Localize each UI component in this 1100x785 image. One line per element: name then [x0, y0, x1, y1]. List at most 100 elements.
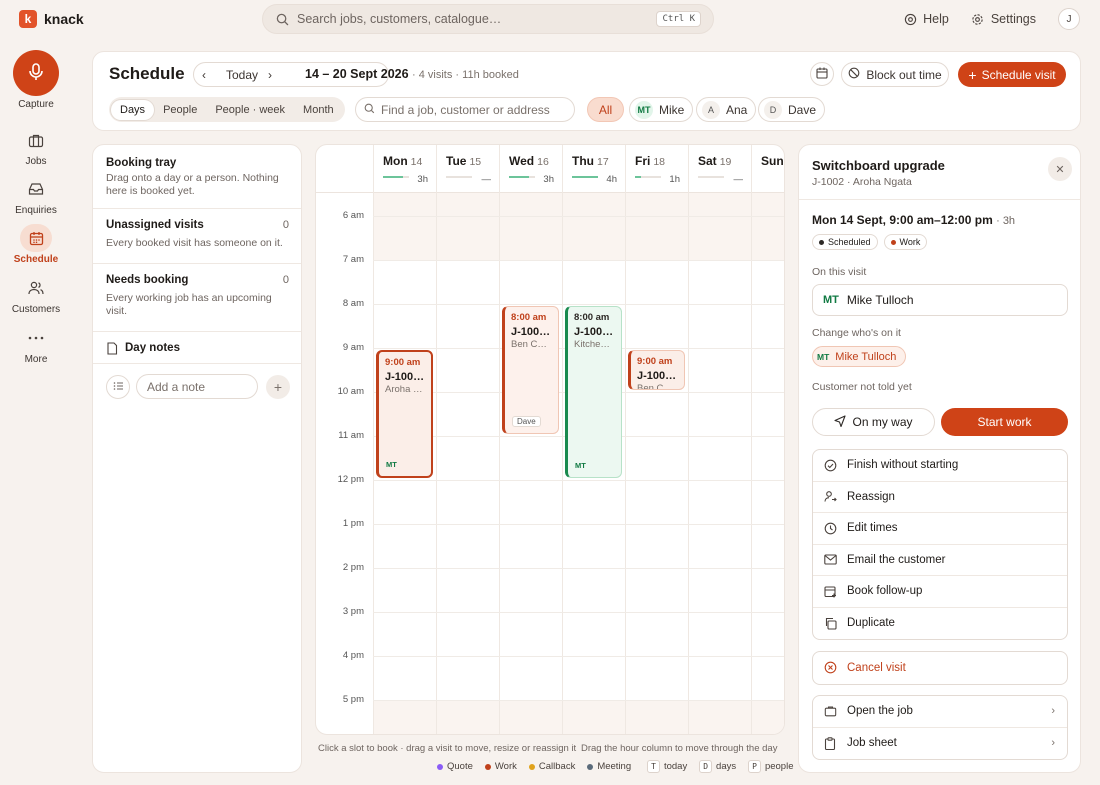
visit-card[interactable]: 8:00 am J-100… Ben Car… Dave [502, 306, 559, 434]
on-my-way-label: On my way [852, 415, 913, 429]
day-number: 16 [537, 156, 549, 168]
scheduled-dot [819, 239, 824, 245]
edit-times-action[interactable]: Edit times [813, 513, 1067, 545]
nav-more[interactable]: More [0, 324, 72, 365]
search-shortcut: Ctrl K [656, 11, 701, 27]
filter-ana-chip[interactable]: A Ana [696, 97, 757, 122]
note-icon [106, 342, 118, 358]
job-sheet-action[interactable]: Job sheet › [813, 728, 1067, 760]
top-bar: k knack Search jobs, customers, catalogu… [0, 0, 1100, 38]
day-header-sat[interactable]: Sat 19— [688, 145, 751, 193]
hour-label: 1 pm [342, 518, 364, 529]
filter-all-chip[interactable]: All [587, 97, 624, 122]
close-button[interactable]: ✕ [1048, 157, 1072, 181]
shortcut-days-key: D [699, 760, 713, 773]
date-range-label: 14 – 20 Sept 2026 [305, 67, 409, 81]
divider [799, 199, 1080, 200]
note-template-button[interactable] [106, 374, 130, 399]
unassigned-section[interactable]: Unassigned visits 0 Every booked visit h… [93, 219, 301, 264]
nav-enquiries[interactable]: Enquiries [0, 175, 72, 216]
calendar-hint-drag: Drag the hour column to move through the… [581, 743, 778, 754]
cancel-visit-action[interactable]: Cancel visit [813, 652, 1067, 684]
prev-week-button[interactable]: ‹ [202, 67, 206, 82]
block-out-label: Block out time [866, 67, 942, 82]
day-load-bar [446, 176, 472, 178]
global-search[interactable]: Search jobs, customers, catalogue… Ctrl … [262, 4, 714, 34]
duplicate-action[interactable]: Duplicate [813, 608, 1067, 640]
day-header-tue[interactable]: Tue 15— [436, 145, 499, 193]
add-note-button[interactable]: + [266, 374, 290, 399]
view-month-tab[interactable]: Month [303, 103, 334, 116]
user-avatar[interactable]: J [1058, 8, 1080, 30]
day-column-wed[interactable] [499, 193, 562, 734]
reassign-action[interactable]: Reassign [813, 482, 1067, 513]
view-people-week-tab[interactable]: People · week [215, 103, 286, 116]
view-switcher: Days People People · week Month [109, 97, 345, 122]
view-people-tab[interactable]: People [163, 103, 198, 116]
day-name-label: Tue [446, 154, 467, 168]
day-name: Wed 16 [509, 154, 549, 168]
nav-schedule[interactable]: Schedule [0, 224, 72, 265]
book-follow-up-action[interactable]: Book follow-up [813, 576, 1067, 608]
calendar-picker-button[interactable] [810, 62, 834, 86]
hour-line [373, 656, 784, 657]
help-link[interactable]: Help [903, 12, 949, 26]
hour-label: 12 pm [337, 474, 364, 485]
nav-jobs[interactable]: Jobs [0, 126, 72, 167]
finish-without-starting-action[interactable]: Finish without starting [813, 450, 1067, 482]
day-column-mon[interactable] [373, 193, 436, 734]
day-booked-hours: — [481, 174, 492, 185]
day-load-fill [509, 176, 529, 178]
visit-time: 9:00 am [385, 357, 421, 368]
left-nav: Capture Jobs Enquiries Schedule Customer… [0, 38, 72, 785]
start-work-button[interactable]: Start work [941, 408, 1068, 436]
day-header-mon[interactable]: Mon 14 3h [373, 145, 436, 193]
find-job-input[interactable]: Find a job, customer or address [355, 97, 575, 122]
visit-card[interactable]: 9:00 am J-100… Ben Car… [628, 350, 685, 390]
day-load-fill [635, 176, 642, 178]
needs-booking-section[interactable]: Needs booking 0 Every working job has an… [93, 274, 301, 332]
day-header-wed[interactable]: Wed 16 3h [499, 145, 562, 193]
visit-card[interactable]: 9:00 am J-100… Aroha N… MT [376, 350, 433, 478]
plus-icon: + [273, 378, 283, 395]
day-column-sun[interactable] [751, 193, 784, 734]
today-button[interactable]: Today [226, 67, 259, 82]
clipboard-icon [823, 736, 837, 750]
schedule-visit-label: Schedule visit [981, 67, 1056, 82]
schedule-visit-button[interactable]: + Schedule visit [958, 62, 1066, 87]
visit-actions: Finish without starting Reassign Edit ti… [812, 449, 1068, 640]
day-name-label: Sat [698, 154, 717, 168]
day-header-sun[interactable]: Sun [751, 145, 784, 193]
day-column-thu[interactable] [562, 193, 625, 734]
email-customer-action[interactable]: Email the customer [813, 545, 1067, 576]
visit-duration: · 3h [996, 215, 1016, 227]
day-column-sat[interactable] [688, 193, 751, 734]
visit-card[interactable]: 8:00 am J-1001… Kitchen … MT [565, 306, 622, 478]
view-days-tab[interactable]: Days [111, 99, 155, 120]
day-booked-hours: 3h [543, 174, 554, 185]
day-header-thu[interactable]: Thu 17 4h [562, 145, 625, 193]
on-my-way-button[interactable]: On my way [812, 408, 935, 436]
day-column-fri[interactable] [625, 193, 688, 734]
hour-label: 9 am [342, 342, 364, 353]
capture-button[interactable] [13, 50, 59, 96]
date-navigator: ‹ Today › [193, 62, 389, 87]
customer-not-told: Customer not told yet [812, 381, 912, 393]
add-note-input[interactable]: Add a note [136, 374, 258, 399]
block-out-time-button[interactable]: Block out time [841, 62, 949, 87]
day-column-tue[interactable] [436, 193, 499, 734]
filter-mike-chip[interactable]: MT Mike [629, 97, 694, 122]
cancel-visit-label: Cancel visit [847, 661, 906, 674]
nav-customers[interactable]: Customers [0, 274, 72, 315]
shortcut-today-label: today [663, 761, 688, 772]
nav-jobs-label: Jobs [25, 156, 47, 167]
settings-link[interactable]: Settings [971, 12, 1036, 26]
reassign-chip-mike[interactable]: MT Mike Tulloch [812, 346, 907, 367]
send-icon [834, 414, 847, 430]
open-job-action[interactable]: Open the job › [813, 696, 1067, 728]
day-header-fri[interactable]: Fri 18 1h [625, 145, 688, 193]
app-logo[interactable]: k knack [19, 10, 84, 28]
next-week-button[interactable]: › [268, 67, 272, 82]
visit-title: Switchboard upgrade [812, 158, 945, 173]
filter-dave-chip[interactable]: D Dave [758, 97, 826, 122]
